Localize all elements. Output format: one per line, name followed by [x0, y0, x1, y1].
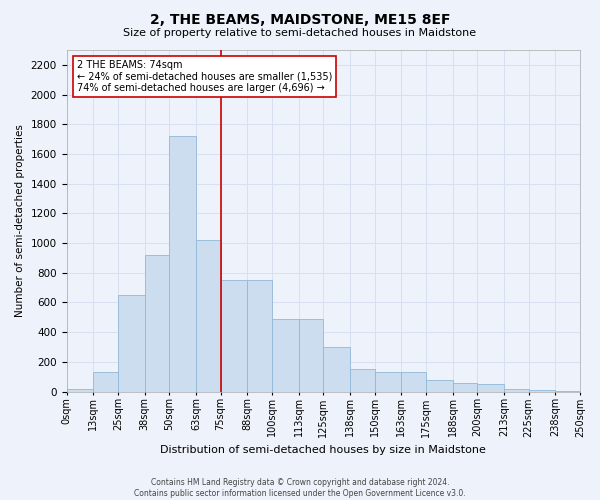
Bar [247, 280, 272, 392]
Text: 2, THE BEAMS, MAIDSTONE, ME15 8EF: 2, THE BEAMS, MAIDSTONE, ME15 8EF [150, 12, 450, 26]
Text: 2 THE BEAMS: 74sqm
← 24% of semi-detached houses are smaller (1,535)
74% of semi: 2 THE BEAMS: 74sqm ← 24% of semi-detache… [77, 60, 332, 94]
X-axis label: Distribution of semi-detached houses by size in Maidstone: Distribution of semi-detached houses by … [160, 445, 486, 455]
Text: Size of property relative to semi-detached houses in Maidstone: Size of property relative to semi-detach… [124, 28, 476, 38]
Bar [529, 390, 556, 392]
Bar [272, 319, 299, 392]
Text: Contains HM Land Registry data © Crown copyright and database right 2024.
Contai: Contains HM Land Registry data © Crown c… [134, 478, 466, 498]
Bar [452, 382, 478, 392]
Bar [145, 255, 169, 392]
Bar [221, 280, 247, 392]
Bar [169, 136, 196, 392]
Bar [504, 388, 529, 392]
Bar [401, 372, 426, 392]
Bar [374, 372, 401, 392]
Bar [350, 370, 374, 392]
Bar [323, 347, 350, 392]
Y-axis label: Number of semi-detached properties: Number of semi-detached properties [15, 124, 25, 317]
Bar [478, 384, 504, 392]
Bar [196, 240, 221, 392]
Bar [426, 380, 452, 392]
Bar [67, 388, 93, 392]
Bar [93, 372, 118, 392]
Bar [118, 295, 145, 392]
Bar [556, 391, 580, 392]
Bar [299, 319, 323, 392]
